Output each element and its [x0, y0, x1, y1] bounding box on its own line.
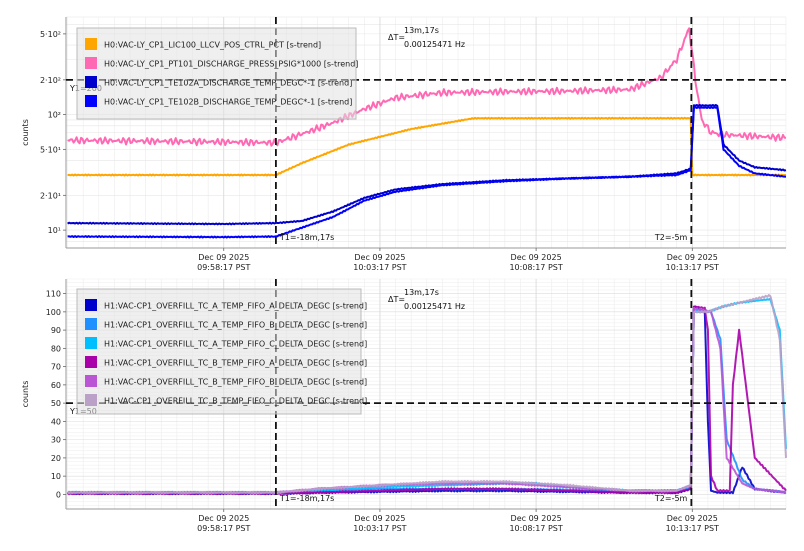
y-tick-label: 2·10² — [40, 76, 61, 85]
legend-swatch — [85, 394, 97, 406]
grid — [66, 278, 787, 510]
x-tick-label: 10:13:17 PST — [666, 524, 719, 533]
x-tick-label: 10:13:17 PST — [666, 263, 719, 272]
y-tick-label: 10² — [48, 111, 61, 120]
y-tick-label: 5·10² — [40, 30, 61, 39]
x-tick-label: 10:08:17 PST — [509, 524, 562, 533]
y-tick-label: 100 — [46, 308, 61, 317]
y-axis-label: counts — [21, 381, 30, 408]
x-tick-label: 09:58:17 PST — [197, 524, 250, 533]
x-tick-label: Dec 09 2025 — [354, 253, 405, 262]
legend-swatch — [85, 299, 97, 311]
y-tick-label: 10 — [51, 472, 61, 481]
legend-swatch — [85, 318, 97, 330]
delta-time: 13m,17s — [404, 26, 439, 35]
legend-label: H0:VAC-LY_CP1_LIC100_LLCV_POS_CTRL_PCT [… — [104, 41, 321, 50]
y-tick-label: 20 — [51, 454, 61, 463]
legend: H0:VAC-LY_CP1_LIC100_LLCV_POS_CTRL_PCT [… — [76, 27, 358, 120]
legend-swatch — [85, 375, 97, 387]
y-axis-label: counts — [21, 119, 30, 146]
y-tick-label: 5·10¹ — [40, 145, 61, 154]
series-line — [67, 106, 787, 239]
x-tick-label: Dec 09 2025 — [198, 253, 249, 262]
legend-label: H0:VAC-LY_CP1_TE102B_DISCHARGE_TEMP_DEGC… — [104, 98, 352, 107]
x-tick-label: Dec 09 2025 — [667, 253, 718, 262]
delta-label: ΔT= — [388, 33, 405, 42]
x-tick-label: Dec 09 2025 — [354, 514, 405, 523]
cursor-t2-label: T2=-5m — [654, 494, 688, 503]
legend-label: H1:VAC-CP1_OVERFILL_TC_A_TEMP_FIFO_B_DEL… — [104, 321, 367, 330]
legend-swatch — [85, 76, 97, 88]
chart-panel-2: 0 10 20 30 40 50 60 70 80 90 100 110 counts Dec 09 20… — [21, 278, 787, 533]
legend-swatch — [85, 57, 97, 69]
cursor-t1-label: T1=-18m,17s — [279, 494, 334, 503]
legend-label: H0:VAC-LY_CP1_PT101_DISCHARGE_PRESS_PSIG… — [104, 60, 358, 69]
series-line — [67, 27, 787, 147]
legend-label: H1:VAC-CP1_OVERFILL_TC_B_TEMP_FIFO_A_DEL… — [104, 359, 367, 368]
legend: H1:VAC-CP1_OVERFILL_TC_A_TEMP_FIFO_A_DEL… — [76, 288, 367, 415]
legend-label: H1:VAC-CP1_OVERFILL_TC_A_TEMP_FIFO_C_DEL… — [104, 340, 367, 349]
legend-label: H1:VAC-CP1_OVERFILL_TC_A_TEMP_FIFO_A_DEL… — [104, 302, 367, 311]
cursor-t2-label: T2=-5m — [654, 233, 688, 242]
y-tick-label: 60 — [51, 381, 61, 390]
delta-frequency: 0.00125471 Hz — [404, 302, 465, 311]
legend-swatch — [85, 356, 97, 368]
cursor-t1-label: T1=-18m,17s — [279, 233, 334, 242]
series-line — [67, 116, 787, 177]
y-tick-label: 2·10¹ — [40, 191, 61, 200]
x-tick-label: 10:03:17 PST — [353, 524, 406, 533]
x-tick-label: Dec 09 2025 — [511, 514, 562, 523]
series-line — [67, 104, 787, 226]
x-tick-label: 10:03:17 PST — [353, 263, 406, 272]
x-tick-label: Dec 09 2025 — [198, 514, 249, 523]
y-tick-label: 10¹ — [48, 226, 61, 235]
legend-swatch — [85, 95, 97, 107]
x-tick-label: Dec 09 2025 — [667, 514, 718, 523]
legend-swatch — [85, 337, 97, 349]
y-tick-label: 90 — [51, 326, 61, 335]
y-tick-label: 110 — [46, 290, 61, 299]
legend-box — [76, 288, 362, 415]
y-tick-label: 30 — [51, 436, 61, 445]
legend-box — [76, 27, 357, 120]
chart-panel-1: 10¹ 2·10¹ 5·10¹ 10² 2·10² 5·10² counts Dec 09 2… — [21, 16, 787, 272]
delta-frequency: 0.00125471 Hz — [404, 40, 465, 49]
y-tick-label: 70 — [51, 363, 61, 372]
series-line — [66, 294, 787, 495]
delta-label: ΔT= — [388, 295, 405, 304]
legend-label: H1:VAC-CP1_OVERFILL_TC_B_TEMP_FIFO_C_DEL… — [104, 397, 367, 406]
legend-label: H0:VAC-LY_CP1_TE102A_DISCHARGE_TEMP_DEGC… — [104, 79, 352, 88]
x-tick-label: 10:08:17 PST — [509, 263, 562, 272]
legend-label: H1:VAC-CP1_OVERFILL_TC_B_TEMP_FIFO_B_DEL… — [104, 378, 367, 387]
delta-time: 13m,17s — [404, 288, 439, 297]
legend-swatch — [85, 38, 97, 50]
y-tick-label: 80 — [51, 344, 61, 353]
x-tick-label: 09:58:17 PST — [197, 263, 250, 272]
y-tick-label: 0 — [56, 490, 61, 499]
y-tick-label: 40 — [51, 417, 61, 426]
x-tick-label: Dec 09 2025 — [511, 253, 562, 262]
y-tick-label: 50 — [51, 399, 61, 408]
